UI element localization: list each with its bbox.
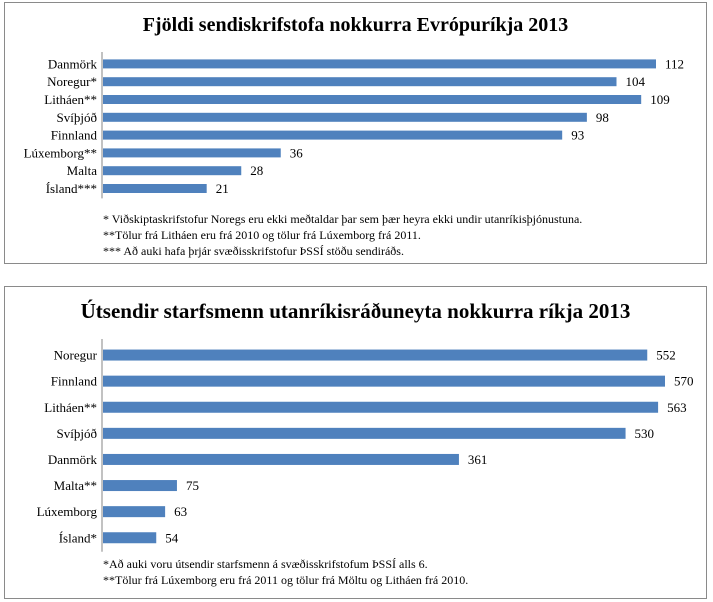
chart-notes: *Að auki voru útsendir starfsmenn á svæð… xyxy=(103,556,468,588)
data-label: 36 xyxy=(290,145,304,160)
data-label: 93 xyxy=(571,128,584,143)
data-label: 21 xyxy=(216,181,229,196)
category-label: Litháen** xyxy=(44,92,97,107)
bar xyxy=(103,506,166,518)
chart-panel-embassies: Fjöldi sendiskrifstofa nokkurra Evrópurí… xyxy=(4,2,707,264)
chart-note: **Tölur frá Lúxemborg eru frá 2011 og tö… xyxy=(103,573,469,587)
data-label: 98 xyxy=(596,110,609,125)
bar xyxy=(103,77,617,87)
bar xyxy=(103,427,626,439)
data-label: 28 xyxy=(250,163,263,178)
category-label: Finnland xyxy=(51,374,98,389)
category-label: Danmörk xyxy=(48,56,98,71)
category-label: Svíþjóð xyxy=(57,110,97,125)
category-label: Ísland* xyxy=(59,530,97,545)
bar xyxy=(103,480,177,492)
category-label: Litháen** xyxy=(44,400,97,415)
category-label: Malta** xyxy=(54,478,97,493)
chart-title: Fjöldi sendiskrifstofa nokkurra Evrópurí… xyxy=(142,14,569,36)
bar xyxy=(103,453,459,465)
data-label: 570 xyxy=(674,374,694,389)
data-label: 104 xyxy=(626,74,646,89)
bar xyxy=(103,166,242,176)
category-label: Lúxemborg** xyxy=(24,145,97,160)
category-label: Svíþjóð xyxy=(57,426,97,441)
data-label: 112 xyxy=(665,56,684,71)
bar-chart-embassies: Danmörk 112 Noregur* 104 Litháen** 109 Svíþjóð… xyxy=(24,52,684,199)
chart-panel-staff: Útsendir starfsmenn utanríkisráðuneyta n… xyxy=(4,286,707,599)
bar xyxy=(103,401,659,413)
data-label: 109 xyxy=(650,92,670,107)
chart-title: Útsendir starfsmenn utanríkisráðuneyta n… xyxy=(80,299,631,323)
bar xyxy=(103,532,157,544)
category-label: Ísland*** xyxy=(46,181,97,196)
data-label: 530 xyxy=(635,426,655,441)
data-label: 63 xyxy=(174,504,187,519)
bar xyxy=(103,349,648,361)
chart-note: * Viðskiptaskrifstofur Noregs eru ekki m… xyxy=(103,212,583,226)
category-label: Finnland xyxy=(51,128,98,143)
chart-note: *Að auki voru útsendir starfsmenn á svæð… xyxy=(103,557,428,571)
chart-note: *** Að auki hafa þrjár svæðisskrifstofur… xyxy=(103,244,404,258)
category-label: Malta xyxy=(67,163,98,178)
chart-note: **Tölur frá Litháen eru frá 2010 og tölu… xyxy=(103,228,421,242)
data-label: 54 xyxy=(165,530,179,545)
bar xyxy=(103,112,587,122)
category-label: Noregur* xyxy=(47,74,97,89)
data-label: 361 xyxy=(468,452,488,467)
data-label: 75 xyxy=(186,478,199,493)
bar-chart-staff: Noregur 552 Finnland 570 Litháen** 563 Svíþjóð… xyxy=(37,339,694,552)
bar xyxy=(103,130,563,140)
bar xyxy=(103,59,656,69)
bar xyxy=(103,184,207,193)
bar xyxy=(103,148,281,158)
chart-notes: * Viðskiptaskrifstofur Noregs eru ekki m… xyxy=(103,211,582,259)
bar xyxy=(103,375,665,387)
category-label: Lúxemborg xyxy=(37,504,98,519)
category-label: Noregur xyxy=(54,348,98,363)
category-label: Danmörk xyxy=(48,452,98,467)
data-label: 552 xyxy=(656,348,676,363)
bar xyxy=(103,95,642,104)
data-label: 563 xyxy=(667,400,687,415)
